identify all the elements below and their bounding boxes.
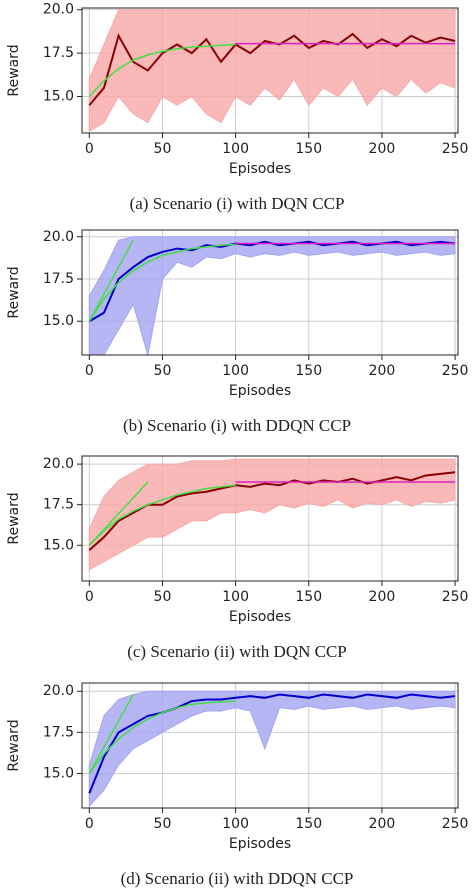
x-axis-label: Episodes xyxy=(229,161,291,177)
series-line xyxy=(88,484,236,546)
plot-frame xyxy=(81,682,459,809)
y-tick-label: 20.0 xyxy=(43,683,74,699)
x-tick-label: 150 xyxy=(295,363,322,379)
series-line xyxy=(88,700,236,774)
band xyxy=(88,236,456,356)
series-line xyxy=(88,239,134,322)
band xyxy=(88,458,456,571)
series-line xyxy=(88,694,134,774)
y-tick-label: 17.5 xyxy=(43,724,74,740)
caption: (b) Scenario (i) with DDQN CCP xyxy=(123,416,351,435)
y-tick-label: 15.0 xyxy=(43,89,74,105)
x-tick-label: 150 xyxy=(295,589,322,605)
x-axis-label: Episodes xyxy=(229,609,291,625)
series-line xyxy=(88,481,149,546)
x-axis-label: Episodes xyxy=(229,383,291,399)
caption: (d) Scenario (ii) with DDQN CCP xyxy=(121,869,354,888)
x-tick-label: 200 xyxy=(369,141,396,157)
x-tick-label: 50 xyxy=(154,816,172,832)
x-tick-label: 100 xyxy=(222,816,249,832)
y-tick-label: 15.0 xyxy=(43,537,74,553)
x-tick-label: 50 xyxy=(154,589,172,605)
x-tick-label: 150 xyxy=(295,141,322,157)
x-tick-label: 250 xyxy=(442,141,469,157)
y-axis-label: Reward xyxy=(6,266,22,318)
y-tick-label: 17.5 xyxy=(43,45,74,61)
x-tick-label: 250 xyxy=(442,363,469,379)
x-tick-label: 0 xyxy=(85,363,94,379)
plot-frame xyxy=(81,7,459,134)
series-line xyxy=(88,243,236,322)
x-tick-label: 100 xyxy=(222,141,249,157)
x-tick-label: 250 xyxy=(442,589,469,605)
y-tick-label: 17.5 xyxy=(43,497,74,513)
x-tick-label: 250 xyxy=(442,816,469,832)
x-axis-label: Episodes xyxy=(229,836,291,852)
x-tick-label: 50 xyxy=(154,141,172,157)
series-line xyxy=(88,43,236,98)
caption: (c) Scenario (ii) with DQN CCP xyxy=(127,642,347,661)
y-tick-label: 20.0 xyxy=(43,456,74,472)
x-tick-label: 0 xyxy=(85,589,94,605)
x-tick-label: 150 xyxy=(295,816,322,832)
y-axis-label: Reward xyxy=(6,492,22,544)
x-tick-label: 200 xyxy=(369,589,396,605)
y-tick-label: 20.0 xyxy=(43,229,74,245)
series-line xyxy=(88,471,456,551)
x-tick-label: 0 xyxy=(85,816,94,832)
plot-frame xyxy=(81,229,459,356)
x-tick-label: 200 xyxy=(369,363,396,379)
x-tick-label: 0 xyxy=(85,141,94,157)
caption: (a) Scenario (i) with DQN CCP xyxy=(130,194,345,213)
y-tick-label: 17.5 xyxy=(43,271,74,287)
series-line xyxy=(88,32,456,106)
x-tick-label: 100 xyxy=(222,589,249,605)
plot-frame xyxy=(81,455,459,582)
y-tick-label: 15.0 xyxy=(43,765,74,781)
x-tick-label: 100 xyxy=(222,363,249,379)
y-tick-label: 20.0 xyxy=(43,2,74,18)
y-tick-label: 15.0 xyxy=(43,313,74,329)
x-tick-label: 50 xyxy=(154,363,172,379)
x-tick-label: 200 xyxy=(369,816,396,832)
band xyxy=(88,9,456,133)
series-line xyxy=(88,693,456,794)
band xyxy=(88,690,456,808)
y-axis-label: Reward xyxy=(6,44,22,96)
y-axis-label: Reward xyxy=(6,719,22,771)
